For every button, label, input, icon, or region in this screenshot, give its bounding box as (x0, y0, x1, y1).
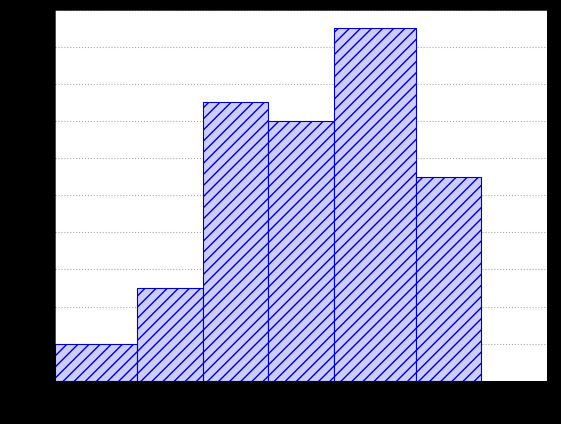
Bar (203, 102, 268, 381)
Y-axis label: Numero
di UC
analizzate
/ ...: Numero di UC analizzate / ... (6, 170, 50, 220)
Bar (334, 28, 416, 381)
Bar (416, 177, 481, 381)
Bar (56, 344, 137, 381)
Bar (268, 121, 334, 381)
Bar (137, 288, 203, 381)
X-axis label: ln(U) (ppm): ln(U) (ppm) (265, 405, 337, 418)
